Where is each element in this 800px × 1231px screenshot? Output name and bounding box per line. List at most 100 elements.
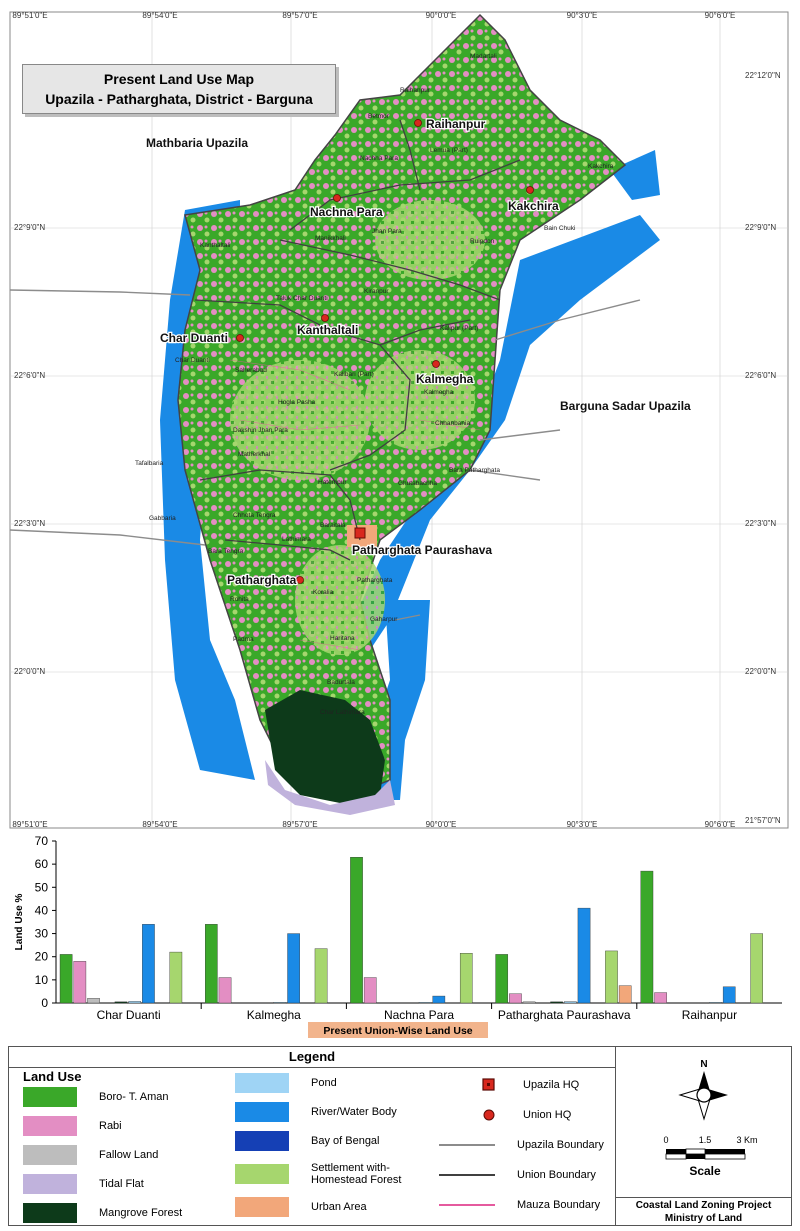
y-axis-title: Land Use % (14, 894, 25, 951)
union-label-char-duanti: Char Duanti (160, 331, 228, 345)
legend-item-rabi: Rabi (23, 1116, 122, 1136)
union-label-patharghata: Patharghata (227, 573, 297, 587)
y-tick-label: 70 (35, 834, 49, 848)
mauza-label: Saherabad (235, 367, 267, 374)
legend-item-union-hq: Union HQ (479, 1107, 571, 1123)
bar (287, 933, 300, 1004)
bar (142, 924, 155, 1004)
x-tick-label: Raihanpur (682, 1008, 737, 1022)
union-label-kanthaltali: Kanthaltali (297, 323, 358, 337)
scale-tick-0: 0 (663, 1135, 668, 1145)
x-axis-title: Present Union-Wise Land Use (323, 1025, 472, 1037)
x-tick-label: Patharghata Paurashava (498, 1008, 631, 1022)
lon-label: 89°54'0"E (142, 820, 177, 829)
lat-label: 22°0'0"N (745, 667, 776, 676)
longitude-labels-top: 89°51'0"E 89°54'0"E 89°57'0"E 90°0'0"E 9… (12, 11, 735, 20)
bar (618, 985, 632, 1004)
legend-label: Upazila Boundary (517, 1139, 604, 1151)
scale-tick-1: 1.5 (699, 1135, 712, 1145)
x-tick-label: Char Duanti (97, 1008, 161, 1022)
legend-item-boro-t-aman: Boro- T. Aman (23, 1087, 169, 1107)
mauza-label: Kalmegha (424, 389, 454, 396)
legend-label: Mangrove Forest (99, 1207, 183, 1219)
lon-label: 90°0'0"E (426, 11, 457, 20)
legend-swatch (235, 1073, 289, 1093)
legend-label: Tidal Flat (99, 1178, 144, 1190)
legend-label: Rabi (99, 1120, 122, 1132)
scale-label: Scale (689, 1164, 721, 1178)
lat-label: 21°57'0"N (745, 816, 781, 825)
upazila-boundaries (9, 289, 641, 621)
mauza-label: Hogla Pasha (278, 399, 316, 406)
legend-item-tidal-flat: Tidal Flat (23, 1174, 144, 1194)
legend-item-urban-area: Urban Area (235, 1197, 367, 1217)
legend-swatch (235, 1164, 289, 1184)
legend-swatch (23, 1087, 77, 1107)
bar (722, 986, 736, 1004)
bar (73, 961, 87, 1004)
lon-label: 90°3'0"E (567, 820, 598, 829)
bar (522, 1001, 536, 1004)
legend-title: Legend (9, 1047, 615, 1068)
ministry-name: Ministry of Land (664, 1213, 743, 1224)
mauza-label: Kalipur (Part) (440, 325, 478, 332)
map-title-line2: Upazila - Patharghata, District - Bargun… (45, 91, 313, 107)
mauza-label: Ghutabachha (398, 480, 437, 487)
legend-land-use-heading: Land Use (23, 1069, 82, 1084)
mauza-label: Gaharpur (370, 616, 398, 623)
upazila-hq-icon (482, 1078, 495, 1091)
mauza-label: Kanthaltali (200, 242, 230, 249)
legend-item-mauza-boundary: Mauza Boundary (439, 1199, 600, 1211)
mauza-label: Kalibari (Part) (334, 371, 374, 378)
legend-label: Fallow Land (99, 1149, 159, 1161)
mauza-label: Jhan Para (372, 228, 402, 235)
bar (204, 924, 218, 1004)
bar (128, 1001, 142, 1004)
legend-label: Urban Area (311, 1201, 367, 1213)
lat-label: 22°12'0"N (745, 71, 781, 80)
union-label-raihanpur: Raihanpur (426, 117, 486, 131)
mauza-label: Kiranpur (364, 288, 389, 295)
bar (550, 1001, 563, 1004)
legend-label: Settlement with- Homestead Forest (311, 1162, 401, 1186)
union-label-patharghata-paurashava: Patharghata Paurashava (352, 543, 492, 557)
legend-label: Union HQ (523, 1109, 572, 1121)
y-tick-label: 40 (35, 903, 49, 917)
mauza-label: Patharghata (357, 577, 393, 584)
upazila-hq-marker (354, 527, 366, 539)
bar (169, 951, 183, 1004)
legend-item-river-water-body: River/Water Body (235, 1102, 397, 1122)
mauza-label: Nachna Para (360, 155, 398, 162)
bar (114, 1001, 128, 1004)
union-label-kakchira: Kakchira (508, 199, 559, 213)
tidal-flat-area (265, 760, 395, 815)
bar (314, 948, 328, 1004)
mauza-label: Madartali (470, 53, 497, 60)
x-tick-label: Kalmegha (247, 1008, 301, 1022)
union-hq-markers (236, 119, 534, 584)
legend-swatch (23, 1116, 77, 1136)
legend-swatch (235, 1131, 289, 1151)
north-scale-box: N 0 1.5 3 Km Scale (615, 1047, 792, 1197)
land-use-map: 89°51'0"E 89°54'0"E 89°57'0"E 90°0'0"E 9… (9, 11, 789, 829)
mauza-boundaries (229, 359, 481, 651)
legend-label-line2: Homestead Forest (311, 1174, 402, 1186)
y-tick-label: 0 (41, 996, 48, 1010)
bar (459, 953, 473, 1004)
settlement-patches (230, 200, 485, 655)
mauza-label: Bara Patharghata (449, 467, 500, 474)
mauza-label: Char Duanti (175, 357, 210, 364)
lon-label: 90°0'0"E (426, 820, 457, 829)
bar (640, 870, 654, 1004)
legend-label: River/Water Body (311, 1106, 397, 1118)
lat-label: 22°6'0"N (14, 371, 45, 380)
legend-item-pond: Pond (235, 1073, 337, 1093)
lon-label: 90°3'0"E (567, 11, 598, 20)
legend-panel: Legend Land Use Boro- T. Aman Rabi Fallo… (8, 1046, 792, 1226)
bar (654, 992, 667, 1004)
bar (59, 954, 73, 1004)
legend-item-upazila-hq: Upazila HQ (479, 1077, 579, 1093)
mauza-label: Dakshin Jhan Para (233, 427, 288, 434)
x-axis-title-box (308, 1022, 488, 1038)
longitude-labels-bottom: 89°51'0"E 89°54'0"E 89°57'0"E 90°0'0"E 9… (12, 820, 735, 829)
